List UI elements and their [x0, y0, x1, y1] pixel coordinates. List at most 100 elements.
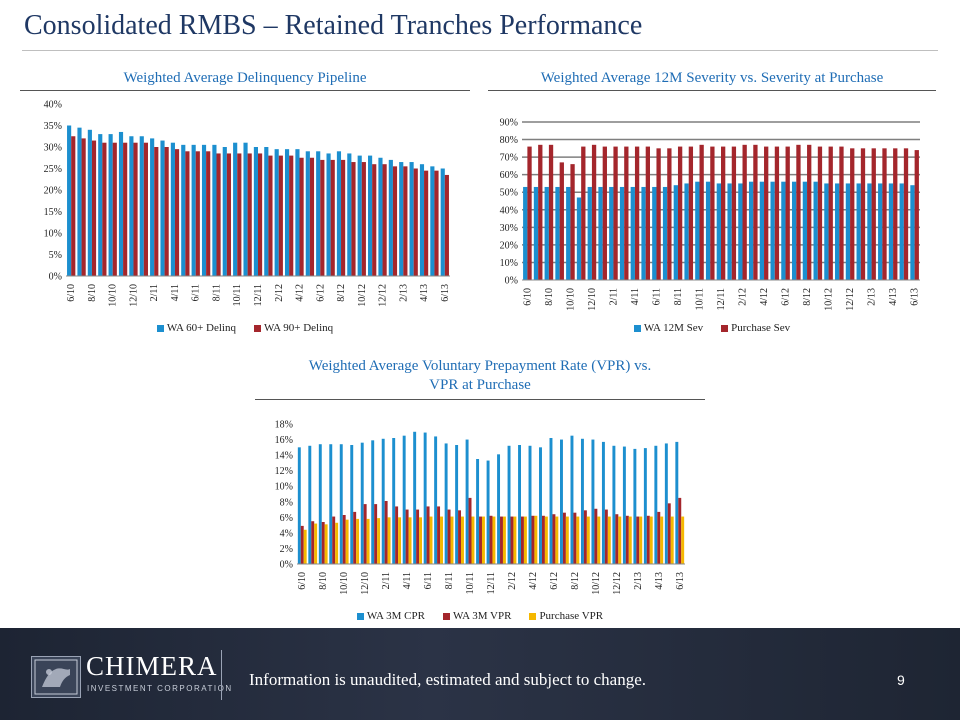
bar-wa-3m-vpr [342, 515, 346, 564]
bar-wa-3m-vpr [552, 514, 556, 564]
bar-purchase-sev [591, 144, 597, 280]
legend-label: WA 3M CPR [366, 610, 425, 622]
bar-purchase-sev [602, 146, 607, 280]
legend-swatch [356, 612, 364, 620]
x-tick-label: 2/13 [398, 284, 409, 302]
bar-purchase-sev [570, 164, 575, 280]
x-tick-label: 8/12 [336, 284, 347, 302]
bar-wa-3m-vpr [384, 501, 388, 564]
y-tick-label: 40% [500, 205, 518, 216]
bar-purchase-vpr [481, 516, 485, 564]
severity-plot: 0% 10% 20% 30% 40% 50% 60% 70% 80% 90% 6/10 8/10 10/… [500, 118, 921, 311]
legend-item: WA 90+ Delinq [254, 322, 333, 334]
bar-wa-90-delinq [143, 142, 148, 276]
footer-divider [221, 650, 222, 700]
x-tick-label: 4/12 [528, 572, 539, 590]
bar-wa-12m-sev [899, 183, 904, 280]
bar-wa-12m-sev [727, 183, 732, 280]
bar-wa-60-delinq [336, 151, 342, 276]
bar-wa-90-delinq [154, 147, 159, 276]
bar-wa-3m-cpr [580, 438, 584, 564]
bar-wa-3m-cpr [413, 431, 417, 564]
bar-wa-90-delinq [278, 155, 283, 276]
x-tick-label: 12/10 [128, 284, 139, 307]
x-tick-label: 8/12 [802, 288, 813, 306]
x-tick-label: 2/13 [867, 288, 878, 306]
delinquency-legend: WA 60+ Delinq WA 90+ Delinq [20, 322, 470, 334]
severity-legend: WA 12M Sev Purchase Sev [488, 322, 936, 334]
bar-wa-3m-vpr [405, 509, 409, 564]
y-tick-label: 10% [275, 482, 293, 493]
y-tick-label: 50% [500, 188, 518, 199]
bar-wa-12m-sev [705, 181, 711, 280]
x-tick-label: 2/13 [633, 572, 644, 590]
bar-wa-3m-vpr [468, 497, 472, 564]
x-tick-label: 6/12 [549, 572, 560, 590]
bar-wa-3m-vpr [531, 515, 535, 564]
x-tick-label: 10/12 [357, 284, 368, 307]
bar-wa-60-delinq [222, 147, 227, 276]
bar-wa-12m-sev [748, 181, 754, 280]
prepayment-legend: WA 3M CPR WA 3M VPR Purchase VPR [255, 610, 705, 622]
bar-wa-12m-sev [695, 181, 700, 280]
bar-wa-3m-vpr [395, 506, 399, 564]
bar-purchase-vpr [377, 518, 381, 564]
bar-wa-90-delinq [226, 153, 232, 276]
bar-wa-3m-vpr [594, 508, 598, 564]
bar-purchase-sev [645, 146, 650, 280]
logo-tagline: INVESTMENT CORPORATION [87, 684, 233, 693]
x-tick-label: 12/10 [587, 288, 598, 311]
legend-swatch [442, 612, 450, 620]
bar-wa-12m-sev [609, 186, 614, 280]
bar-wa-60-delinq [295, 149, 300, 276]
bar-purchase-sev [796, 144, 801, 280]
bar-wa-3m-cpr [402, 435, 406, 564]
y-tick-label: 25% [44, 164, 62, 175]
bar-wa-60-delinq [160, 140, 165, 276]
y-tick-label: 35% [44, 121, 62, 132]
bar-wa-60-delinq [67, 125, 72, 276]
x-tick-label: 6/11 [651, 288, 662, 305]
x-tick-label: 10/11 [694, 288, 705, 310]
y-tick-label: 60% [500, 170, 518, 181]
y-tick-label: 20% [500, 240, 518, 251]
bar-wa-12m-sev [598, 186, 603, 280]
bar-purchase-sev [828, 146, 833, 280]
bar-wa-3m-vpr [667, 503, 671, 564]
bar-wa-60-delinq [419, 164, 425, 276]
bar-purchase-vpr [450, 516, 454, 564]
bar-wa-60-delinq [181, 144, 186, 276]
bar-purchase-sev [753, 144, 758, 280]
bar-purchase-sev [860, 148, 866, 280]
bar-purchase-sev [699, 144, 704, 280]
bar-wa-60-delinq [409, 162, 414, 276]
x-tick-label: 6/13 [440, 284, 451, 302]
x-tick-label: 12/12 [612, 572, 623, 595]
bar-purchase-vpr [649, 516, 653, 564]
delinquency-title-rule [20, 90, 470, 91]
x-tick-label: 4/13 [888, 288, 899, 306]
x-tick-label: 6/13 [675, 572, 686, 590]
x-tick-label: 4/11 [170, 284, 181, 301]
prepayment-chart-title-line-2: VPR at Purchase [429, 377, 531, 393]
title-divider [22, 50, 938, 51]
bar-wa-60-delinq [150, 138, 155, 276]
x-tick-label: 6/10 [66, 284, 77, 302]
bar-wa-3m-vpr [625, 515, 629, 564]
bar-purchase-vpr [576, 516, 580, 564]
bar-wa-90-delinq [309, 157, 315, 276]
bar-wa-3m-cpr [455, 445, 459, 564]
bar-wa-3m-vpr [562, 512, 566, 564]
prepayment-chart-title-line-1: Weighted Average Voluntary Prepayment Ra… [308, 358, 652, 374]
bar-wa-3m-vpr [678, 497, 682, 564]
bar-wa-90-delinq [320, 159, 325, 276]
bar-wa-90-delinq [174, 149, 180, 276]
legend-swatch [254, 324, 261, 332]
bar-wa-3m-vpr [583, 510, 587, 564]
bar-purchase-vpr [314, 523, 318, 564]
y-tick-label: 70% [500, 153, 518, 164]
bar-wa-3m-vpr [604, 509, 608, 564]
legend-swatch [529, 612, 537, 620]
bar-wa-60-delinq [118, 131, 124, 276]
bar-wa-3m-vpr [500, 516, 503, 564]
